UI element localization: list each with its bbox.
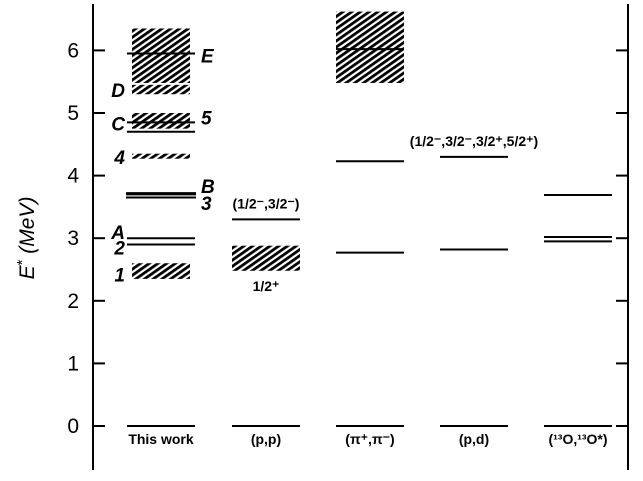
level-label: 4 [113, 148, 125, 169]
column-label: (¹³O,¹³O*) [548, 431, 607, 447]
spin-annotation: (1/2⁻,3/2⁻,3/2⁺,5/2⁺) [410, 133, 538, 149]
column-label: (p,d) [459, 431, 489, 447]
level-band [132, 153, 190, 159]
level-label: A [110, 223, 125, 244]
level-band [132, 263, 190, 279]
marks [126, 11, 612, 427]
y-tick-label: 6 [67, 39, 79, 62]
level-label: 2 [113, 239, 125, 260]
level-label: B [201, 177, 215, 198]
y-axis-label: E* (MeV) [14, 197, 39, 280]
level-band [132, 113, 190, 129]
level-band [132, 28, 190, 83]
y-tick-label: 1 [67, 352, 79, 375]
y-tick-label: 2 [67, 290, 79, 313]
y-tick-label: 0 [67, 415, 79, 438]
spin-annotation: (1/2⁻,3/2⁻) [233, 195, 300, 211]
column-label: (p,p) [251, 431, 281, 447]
level-band [232, 245, 300, 271]
axes [92, 4, 629, 470]
level-label: C [111, 115, 125, 136]
y-tick-label: 3 [67, 227, 79, 250]
column-label: This work [128, 431, 194, 447]
y-tick-label: 5 [67, 102, 79, 125]
level-label: D [111, 81, 125, 102]
level-band [336, 11, 404, 83]
level-label: 1 [114, 266, 125, 287]
column-label: (π⁺,π⁻) [345, 431, 394, 447]
level-label: E [201, 46, 215, 67]
y-tick-label: 4 [67, 165, 79, 188]
spin-annotation: 1/2⁺ [253, 278, 280, 294]
level-band [132, 84, 190, 95]
level-label: 3 [201, 194, 212, 215]
level-label: 5 [201, 108, 212, 129]
